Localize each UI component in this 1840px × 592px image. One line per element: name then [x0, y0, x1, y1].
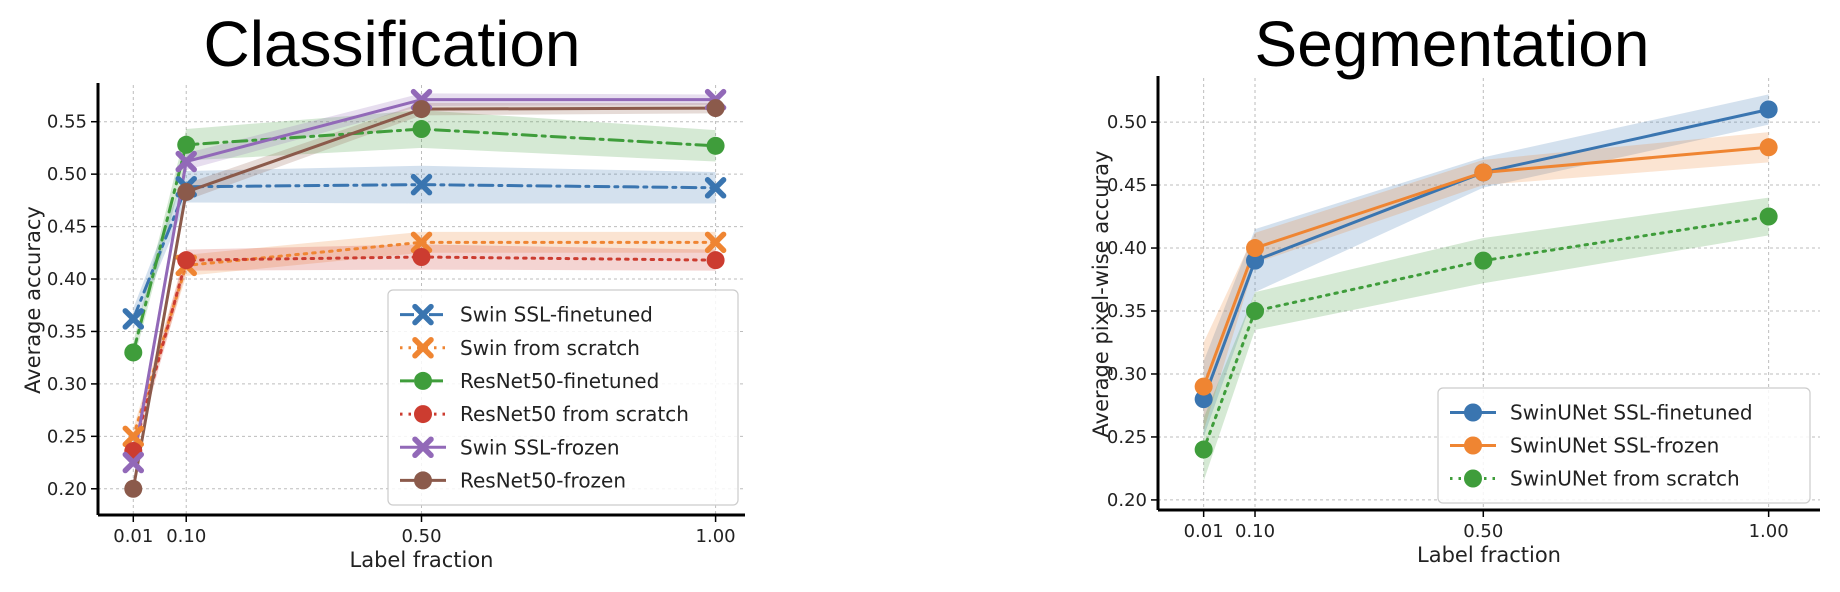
point-swin-from-scratch: [122, 425, 145, 448]
legend-label-swin-from-scratch: Swin from scratch: [460, 336, 640, 360]
y-tick-label: 0.45: [47, 217, 87, 238]
legend-label-resnet50-frozen: ResNet50-frozen: [460, 468, 626, 492]
y-tick-label: 0.20: [47, 479, 87, 500]
point-swin-ssl-frozen: [122, 451, 145, 474]
point-swin-ssl-frozen: [175, 150, 197, 173]
legend-marker-swinunet-ssl-finetuned: [1464, 403, 1482, 422]
legend-marker-swin-from-scratch: [412, 337, 434, 359]
point-swin-ssl-finetuned: [704, 177, 727, 199]
point-resnet50-finetuned: [124, 343, 143, 362]
line-resnet50-finetuned: [131, 127, 718, 354]
y-tick-label: 0.50: [1107, 112, 1147, 133]
legend-label-swin-ssl-frozen: Swin SSL-frozen: [460, 435, 620, 459]
point-resnet50-from-scratch: [706, 251, 725, 270]
y-tick-label: 0.30: [47, 374, 87, 395]
point-swinunet-from-scratch: [1474, 251, 1493, 270]
segmentation-chart: 0.20 0.25 0.30 0.35 0.40 0.45 0.50 0.01 0.10 0.50…: [1089, 76, 1820, 567]
legend-marker-resnet50-finetuned: [414, 371, 432, 390]
point-swinunet-from-scratch: [1759, 207, 1778, 226]
line-swin-ssl-finetuned: [131, 183, 718, 321]
point-resnet50-frozen: [177, 182, 196, 201]
point-resnet50-finetuned: [706, 136, 725, 155]
x-tick-label: 0.10: [1235, 521, 1275, 542]
y-axis-label: Average accuracy: [21, 206, 45, 394]
legend-marker-swin-ssl-frozen: [412, 436, 434, 458]
x-tick-label: 0.50: [401, 526, 441, 547]
y-tick-label: 0.25: [1107, 427, 1147, 448]
legend-box: [1437, 387, 1811, 504]
legend-marker-swinunet-from-scratch: [1464, 469, 1482, 488]
band-swinunet-ssl-finetuned: [1203, 94, 1769, 437]
line-swin-from-scratch: [131, 240, 718, 438]
chart-title-classification: Classification: [203, 8, 580, 80]
line-resnet50-from-scratch: [131, 255, 718, 453]
y-tick-label: 0.30: [1107, 364, 1147, 385]
point-swin-ssl-finetuned: [410, 173, 433, 196]
point-resnet50-frozen: [706, 99, 725, 118]
line-swinunet-ssl-frozen: [1202, 145, 1771, 389]
x-tick-label: 1.00: [1749, 521, 1789, 542]
legend: Swin SSL-finetuned Swin from scratch ResNe…: [387, 289, 739, 506]
point-swinunet-ssl-finetuned: [1759, 100, 1778, 119]
legend-box: [387, 289, 739, 506]
y-tick-label: 0.20: [1107, 490, 1147, 511]
line-resnet50-frozen: [131, 106, 718, 491]
point-resnet50-frozen: [124, 479, 143, 498]
y-tick-label: 0.45: [1107, 175, 1147, 196]
y-tick-label: 0.50: [47, 164, 87, 185]
legend-marker-resnet50-from-scratch: [414, 405, 432, 424]
legend-marker-resnet50-frozen: [414, 471, 432, 490]
chart-title-segmentation: Segmentation: [1255, 8, 1650, 80]
point-swinunet-ssl-frozen: [1194, 377, 1213, 396]
x-tick-label: 0.01: [1184, 521, 1224, 542]
x-axis-label: Label fraction: [350, 548, 494, 572]
point-swin-ssl-finetuned: [122, 308, 145, 330]
point-swin-from-scratch: [704, 231, 727, 254]
x-tick-label: 0.50: [1463, 521, 1503, 542]
y-axis-label: Average pixel-wise accuray: [1089, 151, 1113, 438]
legend-label-swinunet-ssl-finetuned: SwinUNet SSL-finetuned: [1510, 401, 1753, 425]
band-resnet50-finetuned: [133, 110, 716, 363]
point-swin-from-scratch: [410, 231, 433, 254]
line-swinunet-from-scratch: [1202, 215, 1771, 452]
y-tick-label: 0.25: [47, 426, 87, 447]
point-swinunet-ssl-frozen: [1246, 239, 1265, 258]
point-swinunet-from-scratch: [1194, 440, 1213, 459]
point-swinunet-ssl-frozen: [1474, 163, 1493, 182]
legend-label-swinunet-ssl-frozen: SwinUNet SSL-frozen: [1510, 434, 1719, 458]
point-resnet50-frozen: [412, 100, 431, 119]
legend-label-swinunet-from-scratch: SwinUNet from scratch: [1510, 467, 1740, 491]
point-resnet50-finetuned: [177, 135, 196, 154]
x-tick-label: 0.01: [113, 526, 153, 547]
point-resnet50-from-scratch: [412, 248, 431, 266]
y-tick-label: 0.55: [47, 112, 87, 133]
point-swinunet-ssl-finetuned: [1246, 251, 1265, 270]
y-tick-label: 0.35: [47, 321, 87, 342]
x-axis-label: Label fraction: [1417, 543, 1561, 567]
classification-chart: 0.20 0.25 0.30 0.35 0.40 0.45 0.50 0.55 0.01 0.10…: [21, 83, 745, 572]
legend: SwinUNet SSL-finetuned SwinUNet SSL-froze…: [1437, 387, 1811, 504]
y-tick-label: 0.35: [1107, 301, 1147, 322]
x-tick-label: 0.10: [166, 526, 206, 547]
x-tick-label: 1.00: [696, 526, 736, 547]
legend-label-resnet50-from-scratch: ResNet50 from scratch: [460, 402, 689, 426]
y-tick-label: 0.40: [47, 269, 87, 290]
point-swinunet-ssl-finetuned: [1194, 390, 1213, 409]
legend-marker-swinunet-ssl-frozen: [1464, 436, 1482, 455]
legend-label-swin-ssl-finetuned: Swin SSL-finetuned: [460, 303, 653, 327]
point-resnet50-from-scratch: [177, 251, 196, 270]
point-resnet50-finetuned: [412, 120, 431, 139]
band-swinunet-ssl-frozen: [1203, 132, 1769, 431]
legend-label-resnet50-finetuned: ResNet50-finetuned: [460, 369, 659, 393]
line-swin-ssl-frozen: [131, 98, 718, 465]
point-swinunet-ssl-frozen: [1759, 138, 1778, 157]
y-tick-label: 0.40: [1107, 238, 1147, 259]
point-swinunet-from-scratch: [1246, 302, 1265, 321]
legend-marker-swin-ssl-finetuned: [412, 303, 434, 326]
line-swinunet-ssl-finetuned: [1202, 107, 1771, 401]
